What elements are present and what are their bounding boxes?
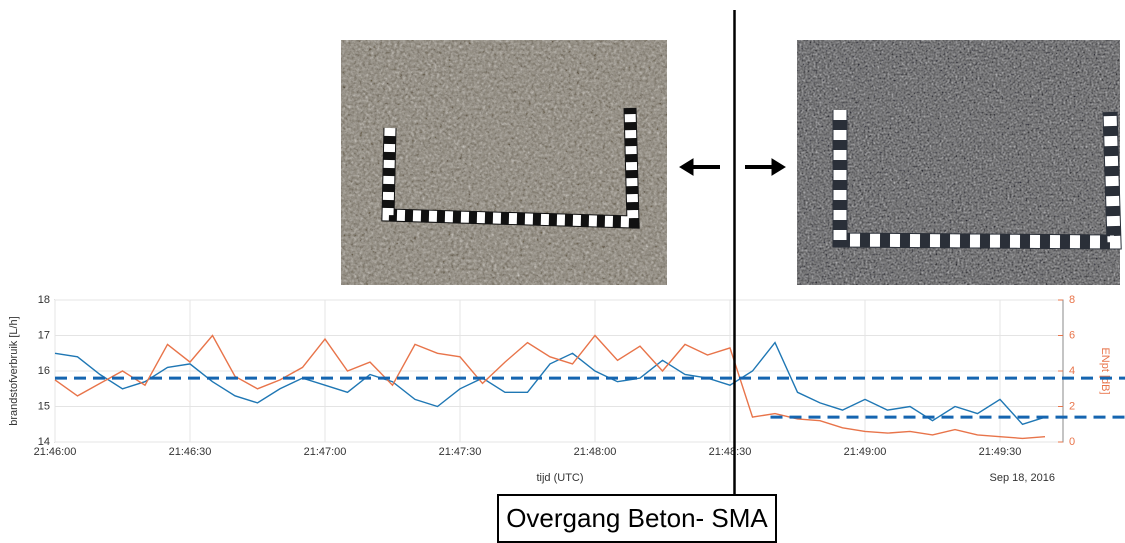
x-tick-label: 21:49:30 (979, 446, 1022, 458)
date-label: Sep 18, 2016 (990, 472, 1055, 484)
photo-concrete (341, 40, 667, 285)
y-tick-label: 16 (38, 365, 50, 377)
page: brandstofverbruik [L/h] ENpt [dB] tijd (… (0, 0, 1125, 543)
y2-tick-label: 2 (1069, 400, 1075, 412)
x-tick-label: 21:47:00 (304, 446, 347, 458)
event-label: Overgang Beton- SMA (506, 503, 768, 533)
x-axis-label: tijd (UTC) (536, 472, 583, 484)
y-tick-label: 17 (38, 329, 50, 341)
photo-sma (797, 40, 1120, 285)
x-tick-label: 21:46:30 (169, 446, 212, 458)
arrows (680, 159, 785, 175)
y-tick-label: 18 (38, 294, 50, 306)
x-tick-label: 21:48:00 (574, 446, 617, 458)
y2-tick-label: 0 (1069, 436, 1075, 448)
y-axis-label: brandstofverbruik [L/h] (8, 316, 20, 425)
x-tick-label: 21:46:00 (34, 446, 77, 458)
y-tick-label: 15 (38, 400, 50, 412)
x-tick-label: 21:49:00 (844, 446, 887, 458)
y2-tick-label: 6 (1069, 329, 1075, 341)
y2-axis-label: ENpt [dB] (1099, 347, 1111, 394)
x-tick-label: 21:48:30 (709, 446, 752, 458)
chart: brandstofverbruik [L/h] ENpt [dB] tijd (… (0, 0, 1125, 543)
x-tick-label: 21:47:30 (439, 446, 482, 458)
y2-tick-label: 8 (1069, 294, 1075, 306)
y2-tick-label: 4 (1069, 365, 1075, 377)
